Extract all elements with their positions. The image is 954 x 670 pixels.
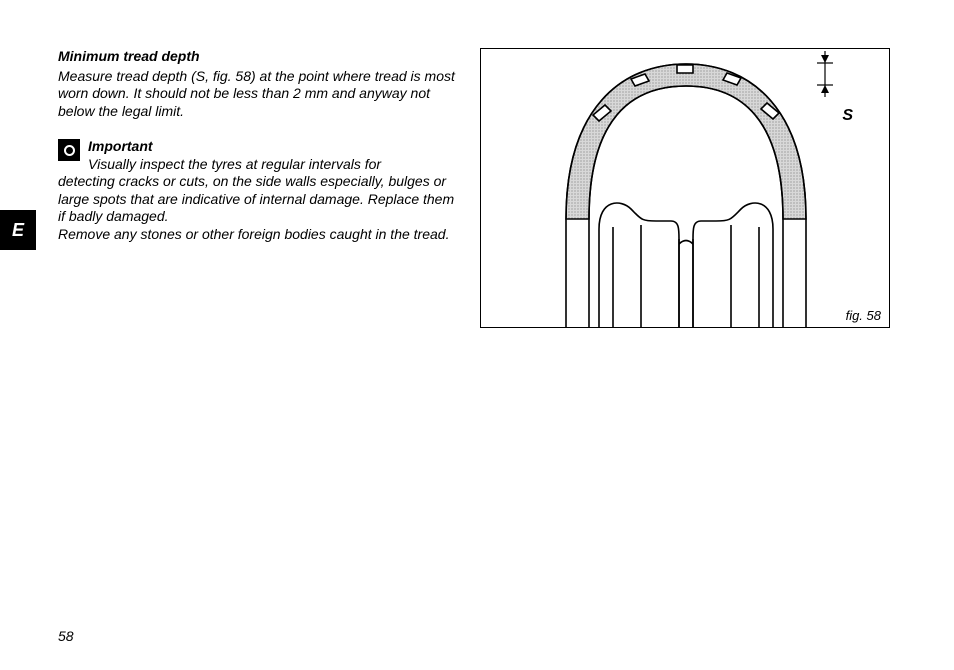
rim-profile (599, 203, 773, 328)
figure-58: S fig. 58 (480, 48, 890, 328)
important-text-wrap: Important Visually inspect the tyres at … (88, 138, 381, 173)
figure-caption: fig. 58 (846, 308, 881, 323)
important-line-1: Visually inspect the tyres at regular in… (88, 156, 381, 172)
dimension-label: S (842, 107, 853, 125)
important-label: Important (88, 138, 153, 154)
important-icon-dot (64, 145, 75, 156)
page-number: 58 (58, 628, 74, 644)
important-callout: Important Visually inspect the tyres at … (58, 138, 458, 173)
important-line-3: Remove any stones or other foreign bodie… (58, 226, 458, 244)
text-column: Minimum tread depth Measure tread depth … (58, 48, 458, 243)
manual-page: E Minimum tread depth Measure tread dept… (0, 0, 954, 670)
important-icon (58, 139, 80, 161)
section-tab-label: E (12, 220, 24, 241)
section-tab: E (0, 210, 36, 250)
tyre-diagram-svg (481, 49, 890, 328)
tyre-inner-outline (589, 86, 783, 328)
section-heading: Minimum tread depth (58, 48, 458, 66)
rim-centre-cap (679, 241, 693, 245)
dimension-s (817, 51, 833, 97)
paragraph-1: Measure tread depth (S, fig. 58) at the … (58, 68, 458, 121)
important-line-2: detecting cracks or cuts, on the side wa… (58, 173, 458, 226)
